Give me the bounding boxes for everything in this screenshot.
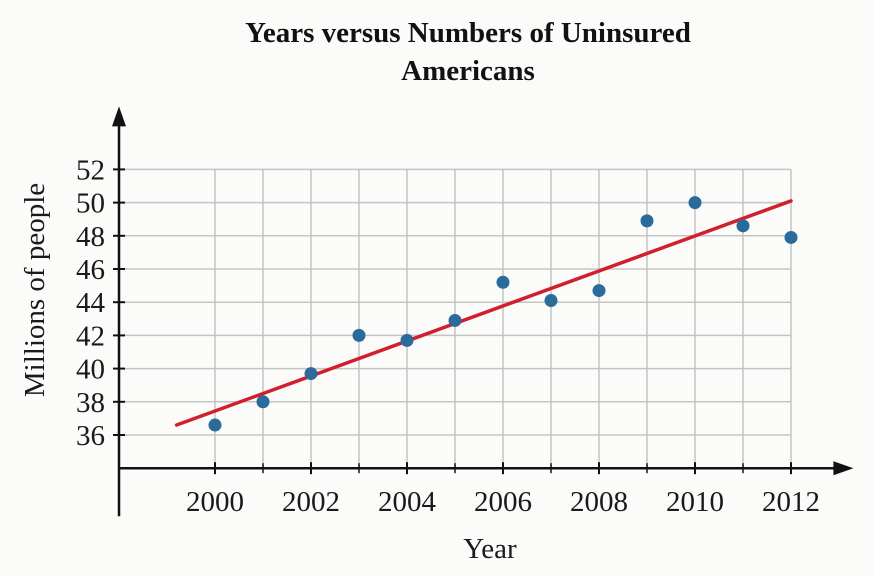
y-axis-arrow-icon — [112, 106, 126, 127]
data-point — [256, 395, 270, 409]
x-axis-arrow-icon — [833, 461, 854, 476]
x-tick-label: 2012 — [762, 486, 820, 518]
y-tick-label: 40 — [76, 354, 105, 386]
trend-line — [174, 199, 793, 427]
tick-labels: 2000 2002 2004 2006 2008 2010 2012 363840424446… — [76, 154, 820, 518]
y-tick-label: 52 — [76, 154, 105, 186]
trend-line-group — [174, 199, 793, 427]
data-points — [208, 196, 798, 432]
data-point — [640, 214, 654, 228]
chart-title-line-1: Years versus Numbers of Uninsured — [245, 17, 691, 49]
axes — [112, 106, 854, 517]
x-tick-label: 2004 — [378, 486, 437, 518]
data-point — [592, 284, 606, 298]
y-axis-label: Millions of people — [19, 183, 51, 397]
data-point — [544, 294, 558, 308]
grid-lines — [119, 168, 792, 469]
x-tick-label: 2000 — [186, 486, 244, 518]
y-tick-label: 46 — [76, 254, 105, 286]
chart-title: Years versus Numbers of Uninsured Americ… — [0, 14, 874, 90]
y-tick-label: 44 — [76, 287, 106, 319]
data-point — [400, 333, 414, 347]
data-point — [784, 230, 798, 244]
y-tick-label: 50 — [76, 188, 105, 220]
x-tick-label: 2006 — [474, 486, 532, 518]
data-point — [352, 328, 366, 342]
y-tick-label: 38 — [76, 387, 105, 419]
data-point — [688, 196, 702, 210]
x-tick-label: 2008 — [570, 486, 628, 518]
data-point — [304, 367, 318, 381]
data-point — [448, 313, 462, 327]
x-tick-label: 2010 — [666, 486, 724, 518]
data-point — [208, 418, 222, 432]
x-axis-label: Year — [463, 533, 517, 565]
chart-title-line-2: Americans — [401, 55, 535, 87]
y-tick-label: 36 — [76, 420, 105, 452]
x-tick-label: 2002 — [282, 486, 340, 518]
data-point — [496, 275, 510, 289]
data-point — [736, 219, 750, 233]
y-tick-label: 48 — [76, 221, 105, 253]
y-tick-label: 42 — [76, 320, 105, 352]
